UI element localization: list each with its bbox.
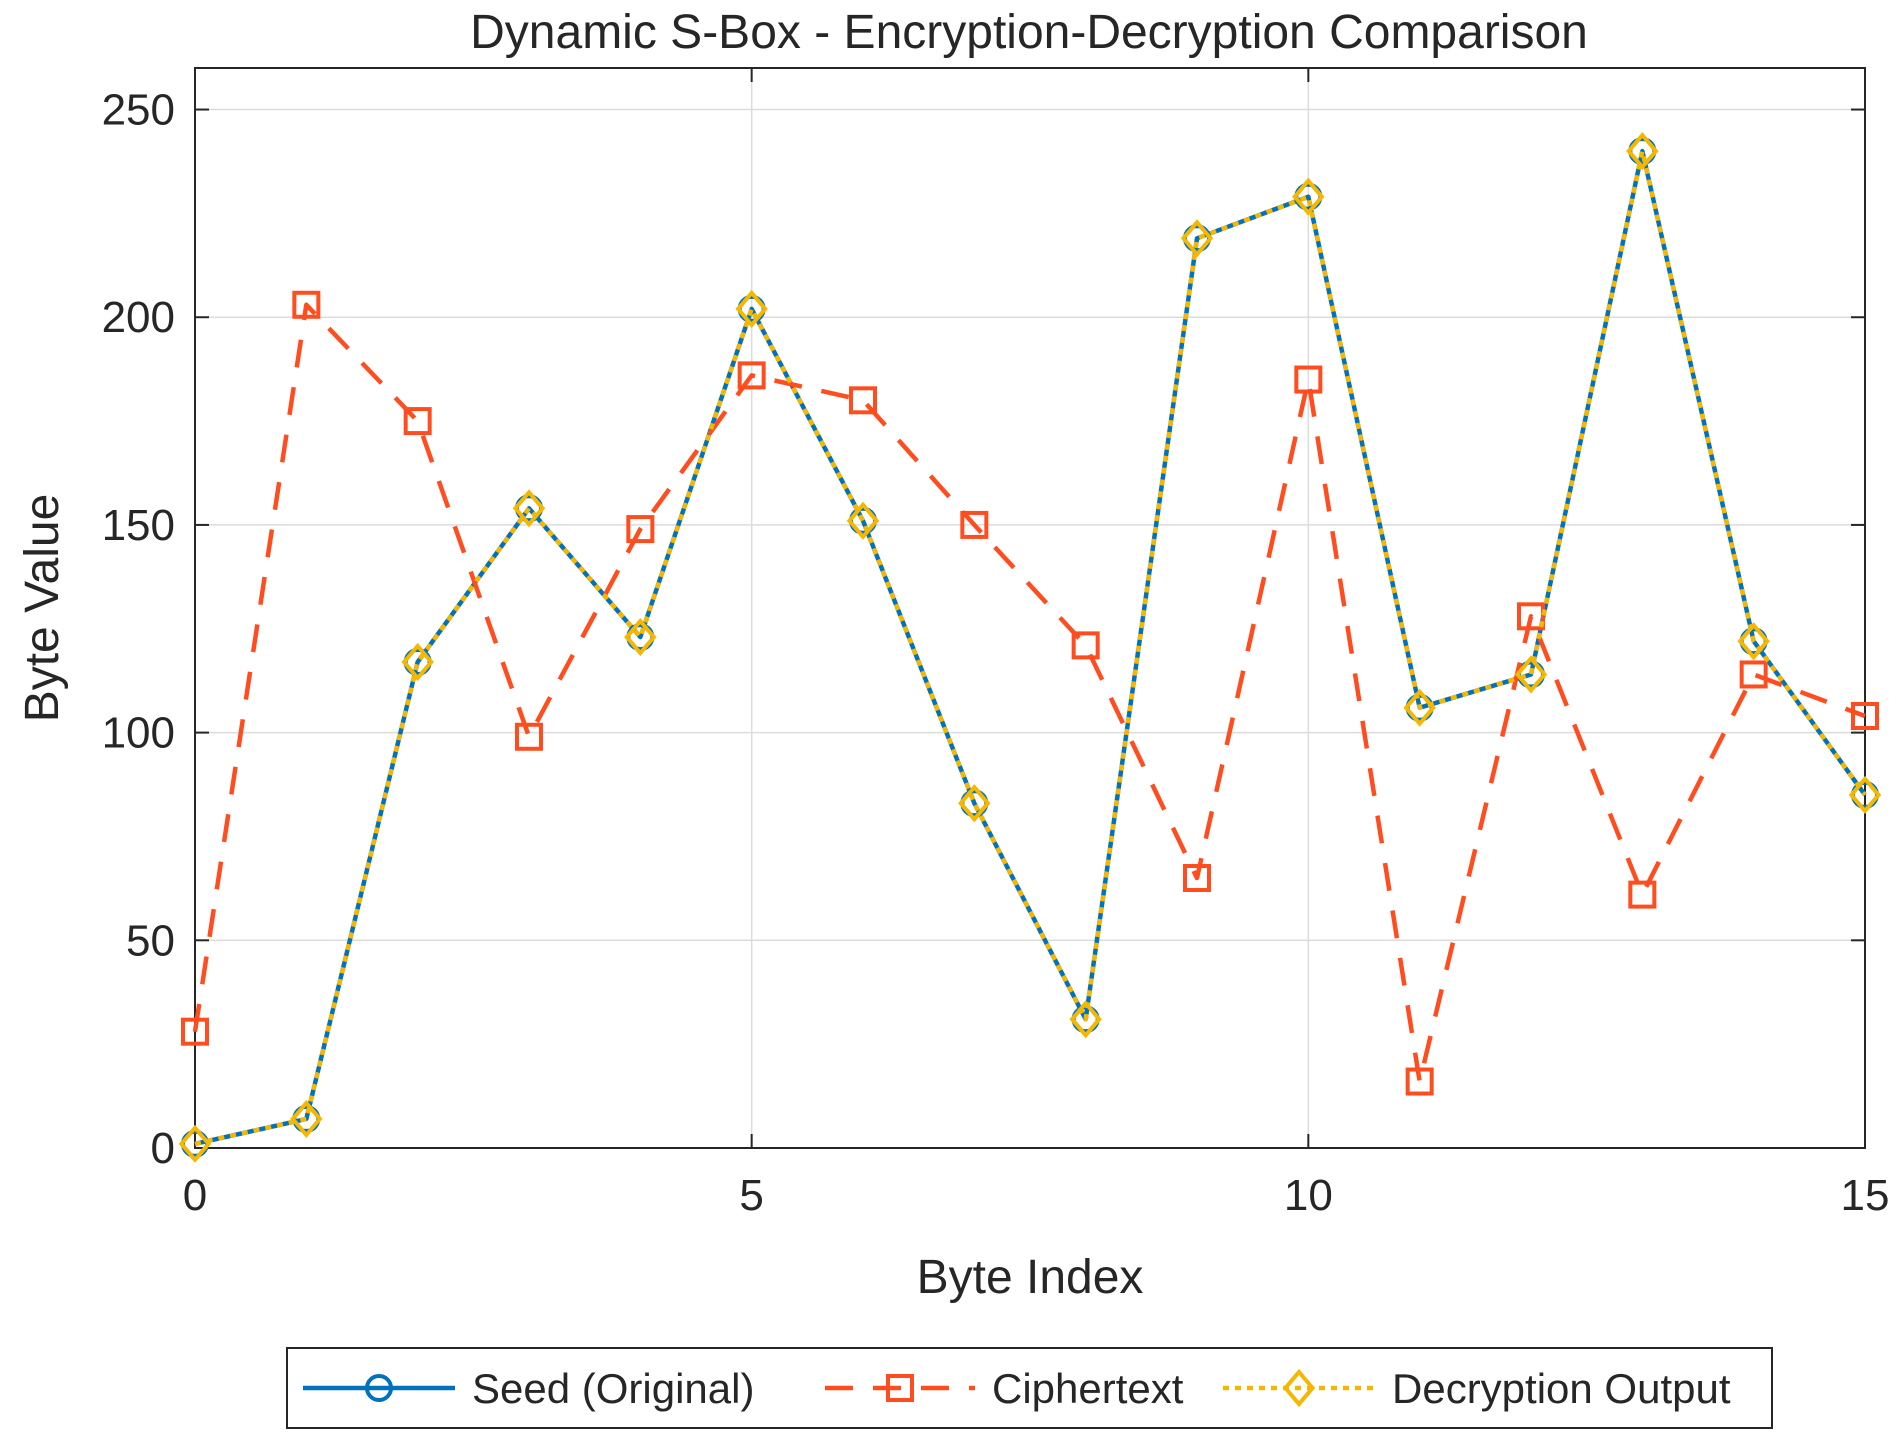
y-tick-label: 100 — [102, 709, 175, 758]
x-tick-label: 0 — [183, 1171, 207, 1220]
legend-label: Seed (Original) — [472, 1365, 754, 1412]
x-tick-label: 5 — [739, 1171, 763, 1220]
y-tick-label: 200 — [102, 293, 175, 342]
x-tick-label: 15 — [1841, 1171, 1890, 1220]
data-point — [1851, 702, 1879, 730]
data-point — [1292, 177, 1325, 216]
data-point — [1183, 864, 1211, 892]
data-point — [1739, 660, 1768, 689]
y-tick-label: 50 — [126, 916, 175, 965]
x-axis-label: Byte Index — [917, 1251, 1144, 1304]
plot-frame — [194, 67, 1866, 1149]
series-2 — [178, 131, 1882, 1163]
data-point — [1628, 880, 1657, 909]
data-point — [1071, 631, 1100, 660]
data-point — [512, 489, 546, 528]
series-1 — [181, 290, 1879, 1096]
data-point — [1517, 602, 1545, 631]
legend-entry: Ciphertext — [825, 1365, 1184, 1412]
data-point — [626, 515, 655, 544]
series-layer — [178, 131, 1882, 1163]
data-point — [1403, 688, 1436, 727]
legend-swatch-marker — [1282, 1368, 1316, 1408]
legend-entry: Decryption Output — [1223, 1365, 1731, 1412]
legend: Seed (Original) Ciphertext Decryption Outp… — [286, 1347, 1773, 1429]
data-point — [290, 1099, 323, 1139]
data-point — [401, 642, 434, 682]
data-point — [960, 510, 989, 539]
data-point — [1294, 365, 1323, 394]
data-point — [1069, 1000, 1102, 1039]
data-point — [737, 361, 766, 390]
legend-label: Ciphertext — [992, 1365, 1184, 1412]
data-point — [403, 407, 432, 436]
chart-title: Dynamic S-Box - Encryption-Decryption Co… — [470, 6, 1588, 59]
data-point — [178, 1124, 212, 1163]
y-axis-label: Byte Value — [16, 494, 69, 723]
data-point — [1626, 131, 1659, 171]
x-tick-label: 10 — [1284, 1171, 1333, 1220]
legend-swatch-marker — [365, 1374, 393, 1402]
data-point — [1405, 1067, 1434, 1096]
series-line — [192, 302, 1866, 1084]
legend-label: Decryption Output — [1392, 1365, 1731, 1412]
legend-entries: Seed (Original) Ciphertext Decryption Outp… — [303, 1365, 1731, 1412]
data-point — [1180, 219, 1214, 258]
data-point — [181, 1017, 209, 1046]
data-point — [849, 386, 877, 415]
data-point — [958, 784, 991, 823]
y-tick-label: 250 — [102, 86, 175, 135]
y-tick-label: 150 — [102, 501, 175, 550]
series-line — [194, 148, 1867, 1147]
y-tick-label: 0 — [151, 1124, 175, 1173]
legend-box — [286, 1347, 1773, 1429]
legend-swatch-marker — [886, 1374, 914, 1402]
legend-entry: Seed (Original) — [303, 1365, 754, 1412]
data-point — [515, 722, 543, 751]
data-point — [292, 290, 321, 319]
data-point — [1514, 655, 1548, 694]
data-point — [1737, 622, 1770, 661]
data-point — [1848, 775, 1882, 815]
data-point — [735, 289, 768, 329]
data-point — [846, 501, 880, 540]
data-point — [624, 617, 657, 657]
